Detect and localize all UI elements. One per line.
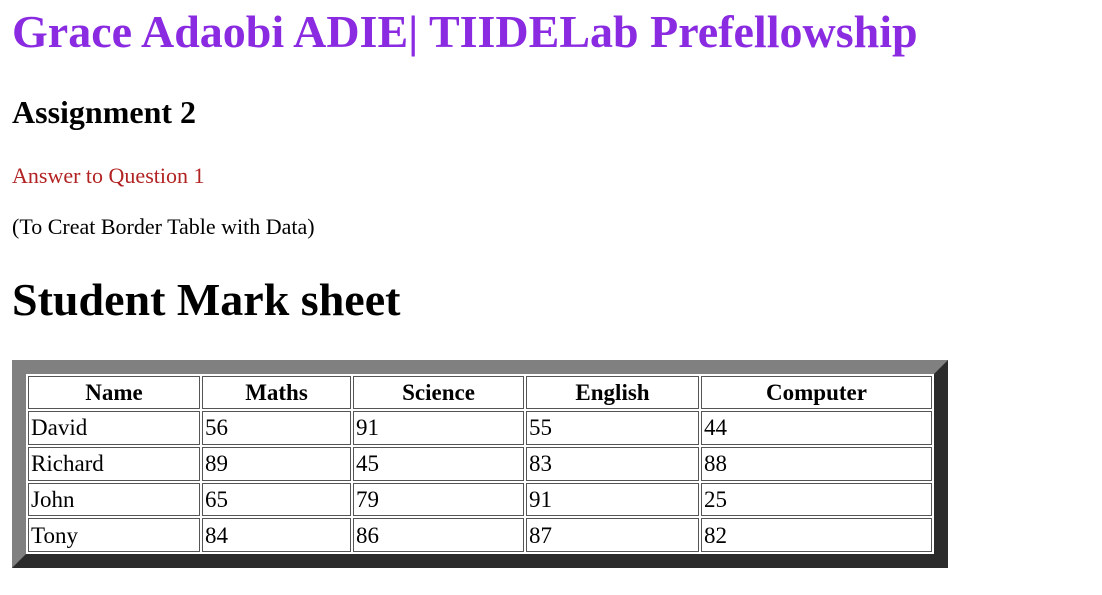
mark-sheet-title: Student Mark sheet xyxy=(12,274,401,325)
page-title: Grace Adaobi ADIE| TIIDELab Prefellowshi… xyxy=(12,6,918,57)
column-header-science: Science xyxy=(353,376,524,409)
answer-label: Answer to Question 1 xyxy=(12,163,205,188)
mark-sheet-table-frame: Name Maths Science English Computer Davi… xyxy=(12,360,948,568)
cell-english: 55 xyxy=(526,411,699,445)
cell-computer: 44 xyxy=(701,411,932,445)
cell-science: 79 xyxy=(353,482,524,517)
table-header-row: Name Maths Science English Computer xyxy=(28,376,932,409)
column-header-english: English xyxy=(526,376,699,409)
table-row: David 56 91 55 44 xyxy=(28,411,932,445)
table-row: John 65 79 91 25 xyxy=(28,482,932,517)
assignment-heading: Assignment 2 xyxy=(12,94,197,130)
column-header-maths: Maths xyxy=(202,376,351,409)
table-row: Tony 84 86 87 82 xyxy=(28,518,932,552)
column-header-computer: Computer xyxy=(701,376,932,409)
cell-computer: 25 xyxy=(701,482,932,517)
cell-maths: 84 xyxy=(202,518,351,552)
cell-english: 83 xyxy=(526,446,699,481)
table-row: Richard 89 45 83 88 xyxy=(28,446,932,481)
subtitle-text: (To Creat Border Table with Data) xyxy=(12,214,315,239)
cell-maths: 65 xyxy=(202,482,351,517)
cell-name: Richard xyxy=(28,446,200,481)
cell-name: Tony xyxy=(28,518,200,552)
cell-name: John xyxy=(28,482,200,517)
cell-science: 86 xyxy=(353,518,524,552)
cell-science: 45 xyxy=(353,446,524,481)
cell-computer: 82 xyxy=(701,518,932,552)
cell-english: 87 xyxy=(526,518,699,552)
cell-science: 91 xyxy=(353,411,524,445)
cell-english: 91 xyxy=(526,482,699,517)
cell-name: David xyxy=(28,411,200,445)
mark-sheet-table: Name Maths Science English Computer Davi… xyxy=(26,374,934,554)
column-header-name: Name xyxy=(28,376,200,409)
cell-computer: 88 xyxy=(701,446,932,481)
cell-maths: 89 xyxy=(202,446,351,481)
cell-maths: 56 xyxy=(202,411,351,445)
